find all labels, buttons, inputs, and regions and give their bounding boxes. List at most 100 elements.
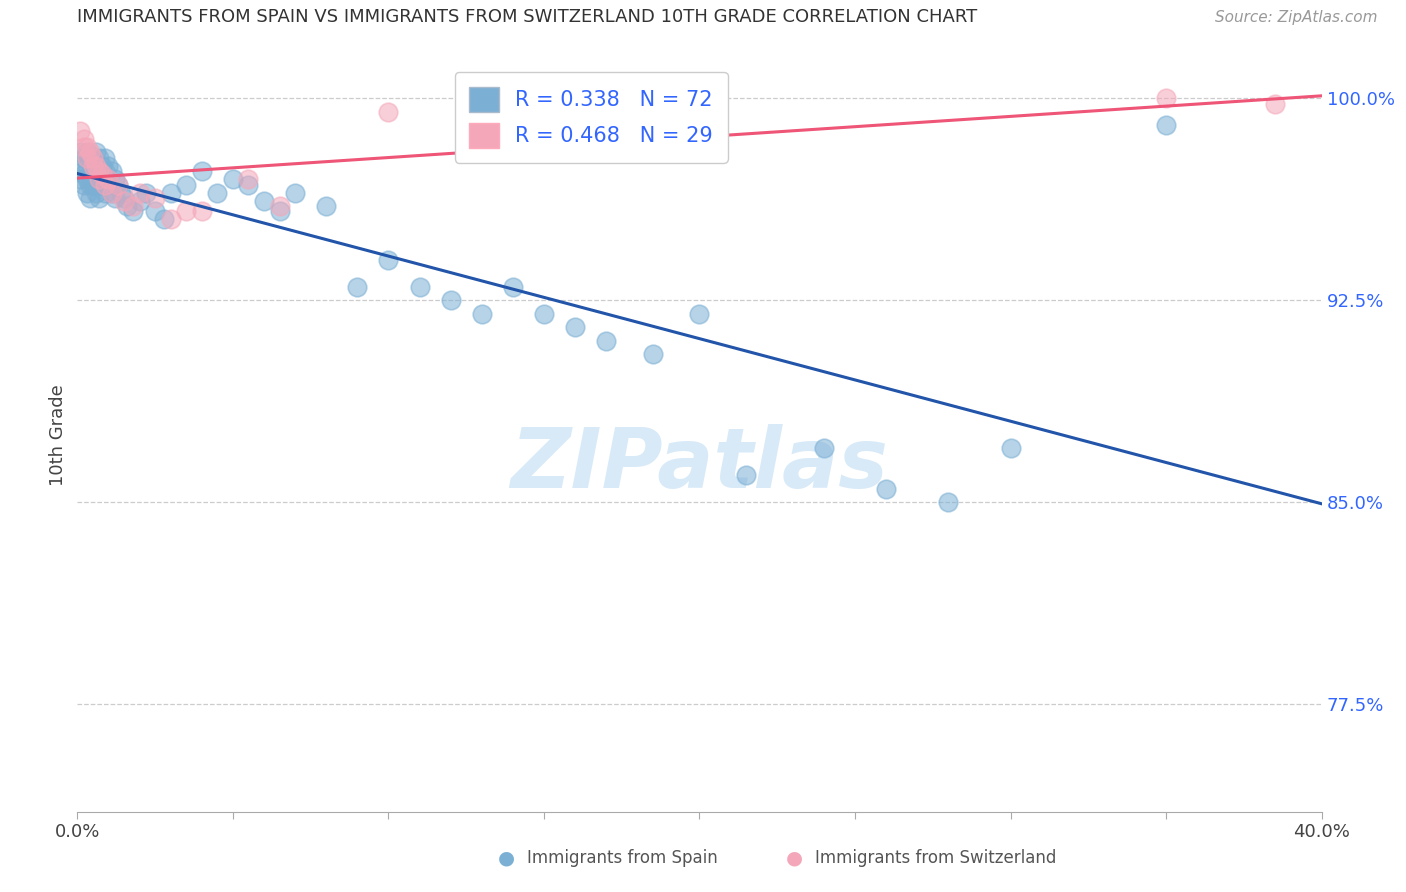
Point xyxy=(72,132,94,146)
Point xyxy=(107,178,129,192)
Point xyxy=(346,280,368,294)
Point xyxy=(87,164,110,178)
Point xyxy=(79,191,101,205)
Point xyxy=(112,191,135,205)
Point xyxy=(87,164,110,178)
Point xyxy=(87,178,110,192)
Point xyxy=(72,178,94,192)
Point xyxy=(128,186,150,200)
Point xyxy=(269,204,291,219)
Point xyxy=(1000,442,1022,456)
Point xyxy=(82,151,104,165)
Point xyxy=(69,145,91,160)
Point xyxy=(122,199,145,213)
Point xyxy=(595,334,617,348)
Point xyxy=(82,159,104,173)
Point xyxy=(84,186,107,200)
Point xyxy=(79,145,101,160)
Point xyxy=(72,167,94,181)
Point xyxy=(153,212,176,227)
Point xyxy=(76,172,98,186)
Point xyxy=(91,159,114,173)
Point xyxy=(94,151,117,165)
Point xyxy=(689,307,711,321)
Point xyxy=(207,186,229,200)
Text: ●: ● xyxy=(498,848,515,867)
Point xyxy=(84,145,107,160)
Point xyxy=(79,167,101,181)
Point xyxy=(94,164,117,178)
Point xyxy=(533,307,555,321)
Point xyxy=(1264,96,1286,111)
Point xyxy=(97,159,120,173)
Point xyxy=(564,320,586,334)
Point xyxy=(104,191,127,205)
Point xyxy=(269,199,291,213)
Point xyxy=(440,293,463,308)
Point xyxy=(79,178,101,192)
Point xyxy=(253,194,276,208)
Point xyxy=(408,280,430,294)
Point xyxy=(115,199,138,213)
Point xyxy=(813,442,835,456)
Point xyxy=(91,167,114,181)
Point xyxy=(76,140,98,154)
Point xyxy=(735,468,758,483)
Point xyxy=(91,172,114,186)
Point xyxy=(191,164,214,178)
Point xyxy=(641,347,664,361)
Point xyxy=(222,172,245,186)
Text: Source: ZipAtlas.com: Source: ZipAtlas.com xyxy=(1215,11,1378,25)
Point xyxy=(122,204,145,219)
Point xyxy=(100,186,122,200)
Point xyxy=(110,186,132,200)
Point xyxy=(938,495,960,509)
Point xyxy=(100,164,122,178)
Legend: R = 0.338   N = 72, R = 0.468   N = 29: R = 0.338 N = 72, R = 0.468 N = 29 xyxy=(454,72,727,162)
Point xyxy=(72,151,94,165)
Point xyxy=(82,178,104,192)
Point xyxy=(875,482,897,496)
Point xyxy=(82,151,104,165)
Point xyxy=(100,186,122,200)
Point xyxy=(471,112,494,127)
Point xyxy=(69,123,91,137)
Point xyxy=(82,164,104,178)
Point xyxy=(76,159,98,173)
Point xyxy=(97,178,120,192)
Point xyxy=(87,151,110,165)
Point xyxy=(69,159,91,173)
Point xyxy=(79,151,101,165)
Point xyxy=(143,191,166,205)
Point xyxy=(377,104,399,119)
Text: IMMIGRANTS FROM SPAIN VS IMMIGRANTS FROM SWITZERLAND 10TH GRADE CORRELATION CHAR: IMMIGRANTS FROM SPAIN VS IMMIGRANTS FROM… xyxy=(77,8,977,26)
Point xyxy=(377,252,399,267)
Point xyxy=(174,178,197,192)
Point xyxy=(84,172,107,186)
Point xyxy=(471,307,494,321)
Text: ●: ● xyxy=(786,848,803,867)
Point xyxy=(76,145,98,160)
Point xyxy=(159,186,181,200)
Text: ZIPatlas: ZIPatlas xyxy=(510,425,889,506)
Point xyxy=(238,178,260,192)
Point xyxy=(87,172,110,186)
Point xyxy=(76,186,98,200)
Point xyxy=(84,159,107,173)
Point xyxy=(87,191,110,205)
Point xyxy=(135,186,157,200)
Point xyxy=(284,186,307,200)
Y-axis label: 10th Grade: 10th Grade xyxy=(49,384,67,486)
Point xyxy=(104,172,127,186)
Point xyxy=(94,178,117,192)
Point xyxy=(97,172,120,186)
Point xyxy=(315,199,337,213)
Text: Immigrants from Spain: Immigrants from Spain xyxy=(527,849,718,867)
Point xyxy=(107,178,129,192)
Point xyxy=(143,204,166,219)
Point xyxy=(1154,91,1177,105)
Point xyxy=(76,151,98,165)
Point xyxy=(1154,118,1177,132)
Text: 0.0%: 0.0% xyxy=(55,822,100,840)
Point xyxy=(502,280,524,294)
